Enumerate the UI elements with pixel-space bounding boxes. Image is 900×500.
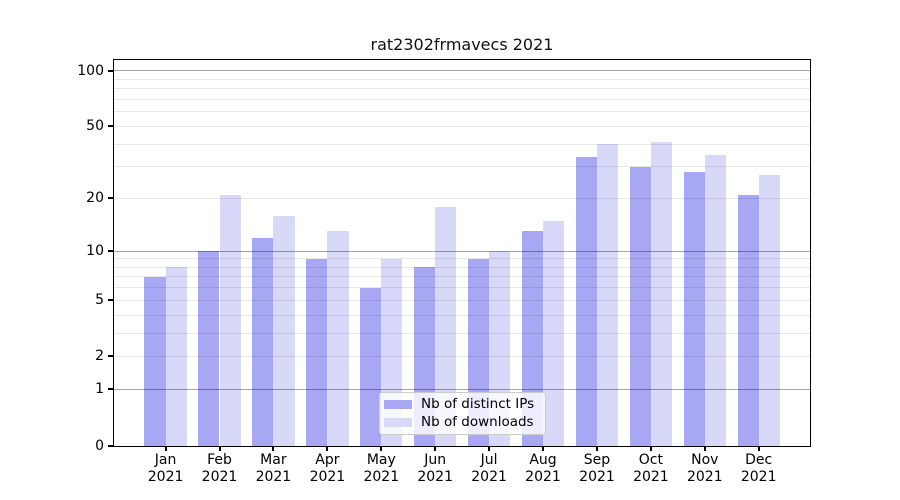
bar-downloads-sep [597, 144, 619, 446]
bar-downloads-apr [327, 231, 349, 446]
x-tick-label-apr: Apr 2021 [309, 452, 346, 485]
x-tick-label-mar: Mar 2021 [255, 452, 292, 485]
legend-swatch-distinct-ips [384, 400, 412, 410]
y-tick-mark-0 [108, 444, 113, 447]
chart-title: rat2302frmavecs 2021 [370, 35, 554, 54]
y-tick-mark-5 [108, 299, 113, 301]
x-tick-label-jan: Jan 2021 [147, 452, 184, 485]
bar-distinct-ips-sep [575, 157, 597, 446]
bar-downloads-aug [543, 220, 565, 446]
bar-downloads-mar [273, 215, 295, 446]
bar-downloads-jun [435, 206, 457, 446]
x-tick-mark-jun [434, 447, 437, 451]
bar-downloads-oct [650, 142, 673, 446]
x-tick-label-aug: Aug 2021 [525, 452, 561, 485]
y-tick-mark-50 [108, 125, 113, 127]
bar-distinct-ips-may [360, 287, 382, 446]
bar-downloads-nov [704, 154, 726, 446]
x-tick-label-sep: Sep 2021 [579, 452, 615, 485]
x-tick-mark-nov [703, 447, 706, 451]
bar-distinct-ips-nov [683, 172, 705, 446]
x-tick-label-jul: Jul 2021 [471, 452, 507, 485]
bar-downloads-dec [758, 175, 780, 446]
legend: Nb of distinct IPs Nb of downloads [379, 392, 546, 435]
y-tick-label-0: 0 [95, 437, 104, 454]
x-tick-label-jun: Jun 2021 [417, 452, 453, 485]
bars-layer [114, 60, 810, 446]
x-tick-label-dec: Dec 2021 [740, 452, 777, 485]
bar-distinct-ips-feb [198, 251, 220, 446]
x-tick-mark-mar [272, 447, 275, 451]
bar-downloads-jan [165, 267, 187, 446]
bar-distinct-ips-mar [252, 237, 274, 446]
x-tick-mark-aug [542, 447, 544, 451]
legend-label-downloads: Nb of downloads [421, 413, 534, 430]
x-tick-label-may: May 2021 [363, 452, 400, 485]
x-tick-mark-apr [326, 447, 329, 451]
y-tick-label-1: 1 [95, 381, 104, 398]
legend-swatch-downloads [384, 417, 412, 427]
y-tick-label-10: 10 [86, 242, 104, 259]
x-tick-label-oct: Oct 2021 [633, 452, 669, 485]
x-tick-mark-feb [218, 447, 221, 451]
bar-distinct-ips-jan [144, 276, 166, 446]
x-tick-label-nov: Nov 2021 [686, 452, 723, 485]
x-tick-mark-jan [164, 447, 167, 451]
plot-area [113, 59, 811, 447]
y-tick-mark-1 [108, 388, 113, 391]
y-tick-label-2: 2 [95, 348, 104, 365]
x-tick-mark-may [380, 447, 383, 451]
x-tick-label-feb: Feb 2021 [201, 452, 238, 485]
y-tick-label-20: 20 [86, 190, 104, 207]
y-tick-label-50: 50 [86, 118, 104, 134]
legend-label-distinct-ips: Nb of distinct IPs [421, 396, 535, 413]
legend-item-distinct-ips: Nb of distinct IPs [384, 397, 541, 412]
y-tick-label-100: 100 [77, 62, 104, 79]
x-tick-mark-dec [757, 447, 760, 451]
y-tick-mark-2 [108, 355, 113, 358]
x-tick-mark-sep [596, 447, 598, 451]
bar-downloads-feb [219, 194, 241, 446]
legend-item-downloads: Nb of downloads [384, 413, 541, 430]
y-tick-mark-100 [108, 69, 113, 72]
x-tick-mark-jul [488, 447, 491, 451]
bar-distinct-ips-apr [306, 258, 328, 446]
y-tick-mark-20 [108, 197, 113, 200]
x-tick-mark-oct [649, 447, 652, 451]
bar-distinct-ips-dec [737, 194, 759, 446]
y-tick-label-5: 5 [95, 292, 104, 308]
y-tick-mark-10 [108, 249, 113, 252]
bar-distinct-ips-oct [629, 166, 651, 446]
